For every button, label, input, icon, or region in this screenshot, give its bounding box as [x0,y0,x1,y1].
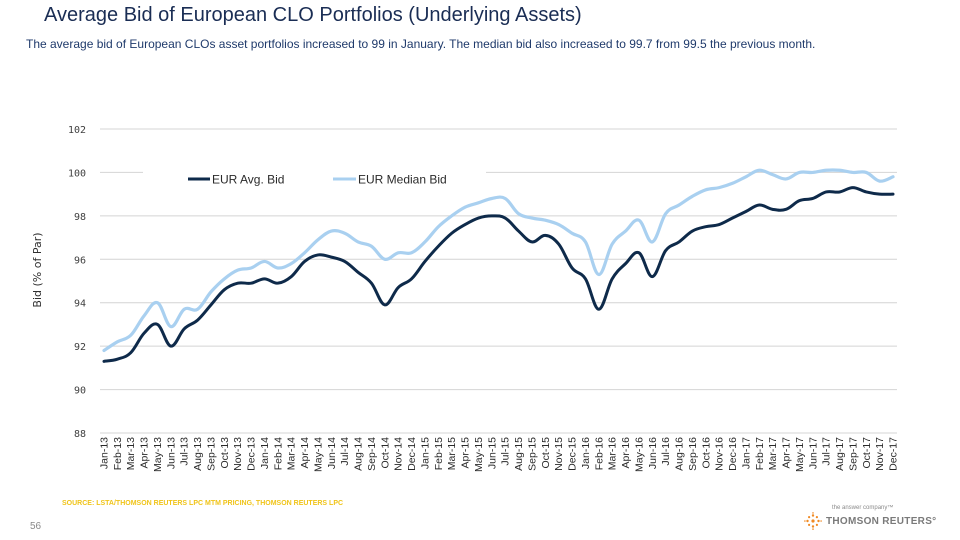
x-tick-label: Jan-15 [419,437,431,469]
x-tick-label: Jul-16 [660,437,672,466]
x-tick-label: Feb-15 [433,437,445,470]
x-tick-label: Jul-13 [179,437,191,466]
y-tick-label: 90 [74,386,86,397]
x-tick-label: Jun-14 [326,437,338,469]
x-tick-label: Dec-16 [727,437,739,471]
x-tick-label: Sep-16 [687,437,699,471]
y-tick-label: 98 [74,212,86,223]
chart-legend: EUR Avg. Bid EUR Median Bid [143,167,486,190]
legend-label: EUR Avg. Bid [212,173,284,187]
x-tick-label: Jul-17 [821,437,833,466]
x-tick-label: Sep-15 [526,437,538,471]
x-tick-label: May-16 [633,437,645,472]
x-tick-label: Aug-14 [353,437,365,471]
x-tick-label: Apr-13 [139,437,151,469]
x-tick-label: Jan-17 [740,437,752,469]
x-tick-label: Oct-15 [540,437,552,469]
x-tick-label: Jun-17 [807,437,819,469]
x-tick-label: Dec-15 [567,437,579,471]
x-tick-label: Jan-13 [99,437,111,469]
x-tick-label: Apr-15 [460,437,472,469]
x-tick-label: May-13 [152,437,164,472]
x-tick-label: Nov-15 [553,437,565,471]
x-tick-label: Mar-15 [446,437,458,470]
x-tick-label: Feb-14 [272,437,284,470]
y-tick-label: 96 [74,255,86,266]
x-tick-label: Feb-13 [112,437,124,470]
x-tick-label: May-17 [794,437,806,472]
x-tick-label: Nov-16 [714,437,726,471]
x-tick-label: Jan-16 [580,437,592,469]
x-tick-label: Aug-17 [834,437,846,471]
y-tick-label: 88 [74,429,86,440]
x-tick-label: Nov-17 [874,437,886,471]
y-tick-label: 94 [74,299,86,310]
x-tick-label: Dec-14 [406,437,418,471]
x-tick-label: Aug-16 [674,437,686,471]
x-tick-label: Mar-16 [607,437,619,470]
y-tick-label: 102 [68,125,86,136]
y-axis-label: Bid (% of Par) [31,232,44,307]
x-tick-label: Sep-13 [205,437,217,471]
x-tick-label: Nov-13 [232,437,244,471]
x-tick-label: Jan-14 [259,437,271,469]
x-tick-label: Nov-14 [393,437,405,471]
series-lines [102,168,895,363]
x-tick-label: Apr-17 [781,437,793,469]
x-tick-label: Feb-17 [754,437,766,470]
x-tick-label: Dec-17 [888,437,900,471]
x-tick-label: Aug-13 [192,437,204,471]
y-axis-ticks: 88 90 92 94 96 98 100 102 [68,125,86,440]
legend-box [143,167,486,190]
x-tick-label: Mar-14 [286,437,298,470]
slide-title: Average Bid of European CLO Portfolios (… [44,4,582,26]
y-tick-label: 100 [68,168,86,179]
x-axis-ticks: Jan-13 Feb-13 Mar-13 Apr-13 May-13 Jun-13 Jul-… [99,437,900,472]
x-tick-label: May-15 [473,437,485,472]
thomson-reuters-logo-icon [804,512,822,530]
brand-block: the answer company™ THOMSON REUTERS° [804,505,954,530]
x-tick-label: Jun-16 [647,437,659,469]
brand-tagline: the answer company™ [832,505,894,511]
source-note: SOURCE: LSTA/THOMSON REUTERS LPC MTM PRI… [62,500,344,507]
x-tick-label: Oct-16 [700,437,712,469]
brand-name: THOMSON REUTERS° [826,515,937,527]
x-tick-label: Jul-15 [500,437,512,466]
series-line-eur-median-bid [102,168,895,353]
x-tick-label: Jul-14 [339,437,351,466]
x-tick-label: Feb-16 [593,437,605,470]
x-tick-label: Mar-13 [125,437,137,470]
x-tick-label: Jun-15 [486,437,498,469]
slide-subtitle: The average bid of European CLOs asset p… [26,37,816,51]
x-tick-label: Sep-14 [366,437,378,471]
x-tick-label: Dec-13 [246,437,258,471]
x-tick-label: Apr-14 [299,437,311,469]
x-tick-label: Aug-15 [513,437,525,471]
x-tick-label: Jun-13 [165,437,177,469]
x-tick-label: Mar-17 [767,437,779,470]
x-tick-label: Oct-13 [219,437,231,469]
x-tick-label: Sep-17 [847,437,859,471]
x-tick-label: Oct-17 [861,437,873,469]
y-tick-label: 92 [74,342,86,353]
legend-label: EUR Median Bid [358,173,447,187]
x-tick-label: May-14 [312,437,324,472]
x-tick-label: Oct-14 [379,437,391,469]
series-line-eur-avg-bid [102,186,895,363]
x-tick-label: Apr-16 [620,437,632,469]
page-number: 56 [30,521,42,532]
